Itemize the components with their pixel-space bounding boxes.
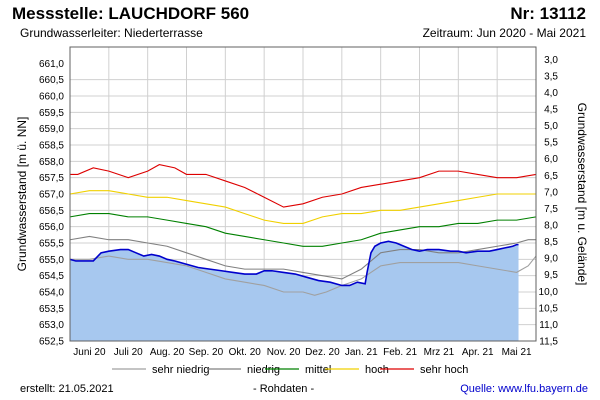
legend-label: hoch xyxy=(365,364,389,376)
y-tick-label: 656,0 xyxy=(39,222,64,233)
y2-tick-label: 8,0 xyxy=(544,220,558,231)
x-tick-label: Okt. 20 xyxy=(229,347,262,358)
y-axis-label: Grundwasserstand [m ü. NN] xyxy=(15,117,29,272)
rohdaten-note: - Rohdaten - xyxy=(253,383,315,395)
y-tick-label: 657,5 xyxy=(39,173,64,184)
y2-tick-label: 8,5 xyxy=(544,237,558,248)
y-tick-label: 661,0 xyxy=(39,59,64,70)
series-line-sehr-niedrig xyxy=(70,255,537,296)
created-date: erstellt: 21.05.2021 xyxy=(20,383,114,395)
y2-tick-label: 11,0 xyxy=(539,320,558,331)
series-line-sehr-hoch xyxy=(70,164,537,208)
x-tick-label: Juli 20 xyxy=(114,347,143,358)
period-label: Zeitraum: Jun 2020 - Mai 2021 xyxy=(422,26,586,40)
legend-label: mittel xyxy=(305,364,331,376)
source-link[interactable]: Quelle: www.lfu.bayern.de xyxy=(460,383,588,395)
y-tick-label: 654,0 xyxy=(39,288,64,299)
y-tick-label: 656,5 xyxy=(39,206,64,217)
y-tick-label: 652,5 xyxy=(39,337,64,348)
y-tick-label: 660,5 xyxy=(39,75,64,86)
series-line-hoch xyxy=(69,190,536,224)
legend-label: sehr hoch xyxy=(420,364,468,376)
y-tick-label: 653,5 xyxy=(39,304,64,315)
y-tick-label: 659,5 xyxy=(39,108,64,119)
y2-tick-label: 5,5 xyxy=(544,138,558,149)
measured-area xyxy=(70,241,519,341)
y-tick-label: 654,5 xyxy=(39,271,64,282)
y2-axis-label: Grundwasserstand [m u. Gelände] xyxy=(575,103,589,286)
y2-tick-label: 3,5 xyxy=(544,71,558,82)
legend-label: niedrig xyxy=(247,364,280,376)
station-title: Messstelle: LAUCHDORF 560 xyxy=(12,4,250,23)
x-tick-label: Apr. 21 xyxy=(462,347,494,358)
x-tick-label: Juni 20 xyxy=(73,347,106,358)
aquifer-label: Grundwasserleiter: Niederterrasse xyxy=(20,26,203,40)
plot-frame xyxy=(69,46,537,342)
x-tick-label: Jan. 21 xyxy=(345,347,378,358)
legend-label: sehr niedrig xyxy=(152,364,209,376)
y-tick-label: 659,0 xyxy=(39,124,64,135)
x-tick-label: Feb. 21 xyxy=(383,347,417,358)
y2-tick-label: 9,0 xyxy=(544,254,558,265)
x-tick-label: Mai 21 xyxy=(502,347,532,358)
y2-tick-label: 5,0 xyxy=(544,121,558,132)
y-tick-label: 660,0 xyxy=(39,92,64,103)
series-line-niedrig xyxy=(69,235,536,280)
y-tick-label: 653,0 xyxy=(39,320,64,331)
y2-tick-label: 11,5 xyxy=(539,337,558,348)
y2-tick-label: 7,0 xyxy=(544,187,558,198)
x-tick-label: Nov. 20 xyxy=(267,347,301,358)
series-line-mittel xyxy=(69,213,537,247)
y2-tick-label: 3,0 xyxy=(544,55,558,66)
y2-tick-label: 10,5 xyxy=(539,303,559,314)
y2-tick-label: 6,0 xyxy=(544,154,558,165)
y2-tick-label: 10,0 xyxy=(539,287,559,298)
y2-tick-label: 9,5 xyxy=(544,270,558,281)
x-tick-label: Mrz 21 xyxy=(424,347,455,358)
y2-tick-label: 7,5 xyxy=(544,204,558,215)
x-tick-label: Aug. 20 xyxy=(150,347,185,358)
x-tick-label: Sep. 20 xyxy=(189,347,224,358)
y-tick-label: 655,5 xyxy=(39,239,64,250)
y-tick-label: 657,0 xyxy=(39,190,64,201)
y2-tick-label: 6,5 xyxy=(544,171,558,182)
y2-tick-label: 4,0 xyxy=(544,88,558,99)
measured-line xyxy=(69,240,519,287)
y-tick-label: 658,5 xyxy=(39,141,64,152)
y-tick-label: 655,0 xyxy=(39,255,64,266)
y2-tick-label: 4,5 xyxy=(544,104,558,115)
station-number: Nr: 13112 xyxy=(510,4,586,23)
y-tick-label: 658,0 xyxy=(39,157,64,168)
x-tick-label: Dez. 20 xyxy=(305,347,340,358)
